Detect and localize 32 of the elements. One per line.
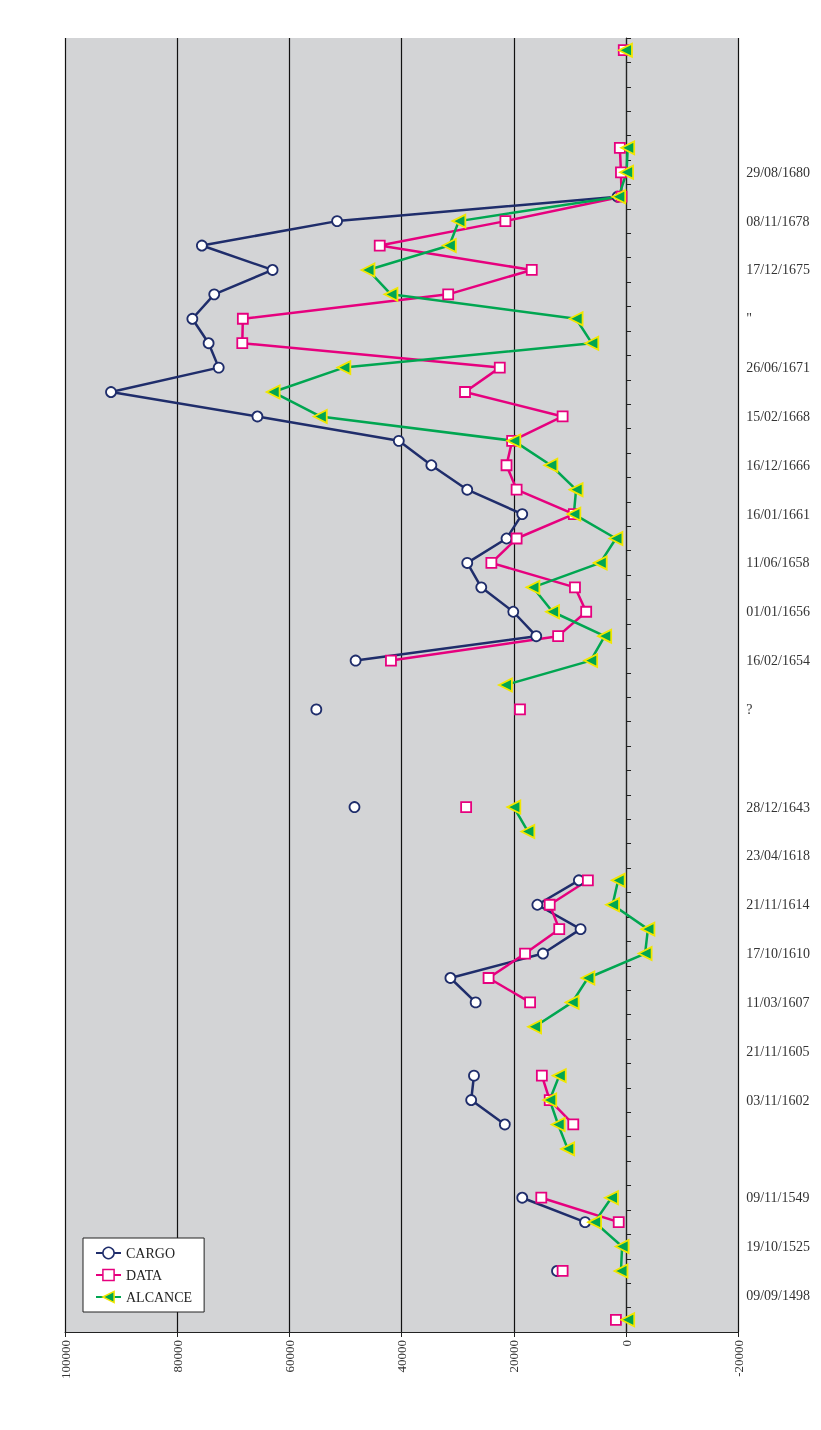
y-tick-label: 16/12/1666 — [746, 457, 810, 473]
legend-label: ALCANCE — [126, 1289, 193, 1305]
y-tick-label: 28/12/1643 — [746, 799, 810, 815]
y-tick-label: 09/09/1498 — [746, 1287, 810, 1303]
y-tick-label: 19/10/1525 — [746, 1239, 810, 1255]
y-tick-label: 26/06/1671 — [746, 360, 810, 376]
x-tick-label: 40000 — [394, 1340, 410, 1373]
legend-label: DATA — [126, 1267, 164, 1283]
legend-label: CARGO — [126, 1245, 176, 1261]
y-tick-label: 11/06/1658 — [746, 555, 810, 571]
y-tick-label: 15/02/1668 — [746, 408, 810, 424]
y-tick-label: ? — [746, 701, 753, 717]
x-tick-label: 80000 — [169, 1340, 185, 1373]
y-tick-label: 29/08/1680 — [746, 164, 810, 180]
x-tick-label: 100000 — [57, 1340, 73, 1379]
y-tick-label: " — [746, 311, 752, 327]
y-tick-label: 16/01/1661 — [746, 506, 810, 522]
y-tick-label: 21/11/1605 — [746, 1043, 810, 1059]
x-tick-label: -20000 — [730, 1340, 746, 1377]
x-tick-label: 20000 — [506, 1340, 522, 1373]
x-tick-label: 0 — [618, 1340, 634, 1347]
y-tick-label: 01/01/1656 — [746, 604, 810, 620]
y-tick-label: 17/10/1610 — [746, 946, 810, 962]
y-tick-label: 17/12/1675 — [746, 262, 810, 278]
y-tick-label: 21/11/1614 — [746, 897, 810, 913]
y-tick-label: 03/11/1602 — [746, 1092, 810, 1108]
y-tick-label: 16/02/1654 — [746, 653, 810, 669]
y-tick-label: 08/11/1678 — [746, 213, 810, 229]
x-tick-label: 60000 — [281, 1340, 297, 1373]
y-tick-label: 23/04/1618 — [746, 848, 810, 864]
y-tick-label: 11/03/1607 — [746, 994, 810, 1010]
y-tick-label: 09/11/1549 — [746, 1190, 810, 1206]
